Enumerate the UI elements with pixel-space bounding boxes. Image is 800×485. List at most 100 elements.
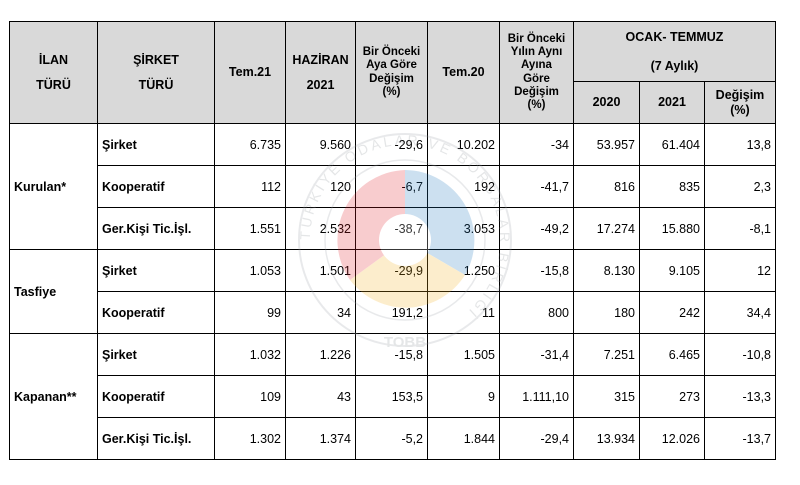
header-prev-year-line6: (%): [527, 98, 546, 111]
table-row: Kooperatif 99 34 191,2 11 800 180 242 34…: [10, 291, 776, 334]
cell-aya-gore: -15,8: [355, 333, 428, 376]
cell-tem20: 3.053: [427, 207, 500, 250]
cell-2021: 273: [639, 375, 705, 418]
header-degisim: Değişim (%): [704, 81, 776, 124]
header-prev-year-line4: Göre: [523, 72, 550, 85]
row-type: Kooperatif: [97, 165, 215, 208]
cell-aya-gore: -6,7: [355, 165, 428, 208]
header-prev-month-line1: Bir Önceki: [362, 46, 421, 59]
header-ilan-line1: İLAN: [38, 53, 69, 68]
row-type: Kooperatif: [97, 375, 215, 418]
cell-degisim: -8,1: [704, 207, 776, 250]
cell-haziran: 34: [285, 291, 356, 334]
group-label-kapanan: Kapanan**: [9, 333, 98, 460]
cell-yila-gore: -41,7: [499, 165, 574, 208]
group-label-tasfiye: Tasfiye: [9, 249, 98, 334]
cell-2021: 835: [639, 165, 705, 208]
cell-2021: 61.404: [639, 123, 705, 166]
cell-yila-gore: -34: [499, 123, 574, 166]
cell-haziran: 43: [285, 375, 356, 418]
header-tem20: Tem.20: [427, 21, 500, 124]
cell-tem21: 1.551: [214, 207, 286, 250]
cell-2020: 13.934: [573, 417, 640, 460]
header-prev-year-line5: Değişim: [514, 85, 559, 98]
row-type: Kooperatif: [97, 291, 215, 334]
cell-degisim: 2,3: [704, 165, 776, 208]
row-type: Şirket: [97, 123, 215, 166]
cell-tem21: 1.302: [214, 417, 286, 460]
header-prev-year-change: Bir Önceki Yılın Aynı Ayına Göre Değişim…: [499, 21, 574, 124]
header-prev-month-line2: Aya Göre: [366, 59, 417, 72]
header-2021: 2021: [639, 81, 705, 124]
header-ocak-temmuz: OCAK- TEMMUZ (7 Aylık): [573, 21, 776, 82]
cell-degisim: -13,3: [704, 375, 776, 418]
cell-haziran: 120: [285, 165, 356, 208]
cell-degisim: -10,8: [704, 333, 776, 376]
cell-tem21: 112: [214, 165, 286, 208]
cell-yila-gore: 800: [499, 291, 574, 334]
header-prev-year-line1: Bir Önceki: [507, 32, 566, 45]
cell-degisim: 12: [704, 249, 776, 292]
cell-tem21: 1.032: [214, 333, 286, 376]
row-type: Ger.Kişi Tic.İşl.: [97, 207, 215, 250]
cell-2020: 8.130: [573, 249, 640, 292]
cell-degisim: -13,7: [704, 417, 776, 460]
header-sirket-line1: ŞİRKET: [133, 53, 179, 68]
cell-haziran: 2.532: [285, 207, 356, 250]
header-ocak-temmuz-label: OCAK- TEMMUZ: [625, 30, 724, 45]
table-row: Kurulan* Şirket 6.735 9.560 -29,6 10.202…: [9, 123, 776, 250]
statistics-table: İLAN TÜRÜ ŞİRKET TÜRÜ Tem.21 HAZİRAN 202…: [9, 21, 776, 460]
table-row: Tasfiye Şirket 1.053 1.501 -29,9 1.250 -…: [9, 249, 776, 334]
cell-tem21: 6.735: [214, 123, 286, 166]
cell-2020: 7.251: [573, 333, 640, 376]
statistics-table-container: İLAN TÜRÜ ŞİRKET TÜRÜ Tem.21 HAZİRAN 202…: [9, 21, 776, 460]
cell-2021: 9.105: [639, 249, 705, 292]
header-sirket-line2: TÜRÜ: [138, 77, 174, 92]
header-prev-year-line2: Yılın Aynı: [510, 46, 563, 59]
cell-tem20: 11: [427, 291, 500, 334]
cell-yila-gore: 1.111,10: [499, 375, 574, 418]
cell-2021: 12.026: [639, 417, 705, 460]
row-type: Ger.Kişi Tic.İşl.: [97, 417, 215, 460]
cell-2020: 180: [573, 291, 640, 334]
header-2020: 2020: [573, 81, 640, 124]
header-sirket-turu: ŞİRKET TÜRÜ: [97, 21, 215, 124]
cell-tem21: 109: [214, 375, 286, 418]
cell-tem20: 1.844: [427, 417, 500, 460]
row-type: Şirket: [97, 249, 215, 292]
table-row: Kooperatif 109 43 153,5 9 1.111,10 315 2…: [10, 375, 776, 418]
cell-yila-gore: -31,4: [499, 333, 574, 376]
cell-haziran: 1.501: [285, 249, 356, 292]
cell-tem20: 192: [427, 165, 500, 208]
header-degisim-line2: (%): [730, 102, 750, 117]
cell-haziran: 1.226: [285, 333, 356, 376]
cell-2021: 242: [639, 291, 705, 334]
cell-aya-gore: -29,6: [355, 123, 428, 166]
cell-tem20: 1.250: [427, 249, 500, 292]
header-tem21: Tem.21: [214, 21, 286, 124]
cell-aya-gore: -38,7: [355, 207, 428, 250]
cell-2020: 17.274: [573, 207, 640, 250]
cell-tem21: 99: [214, 291, 286, 334]
cell-aya-gore: -5,2: [355, 417, 428, 460]
cell-2020: 315: [573, 375, 640, 418]
header-prev-month-change: Bir Önceki Aya Göre Değişim (%): [355, 21, 428, 124]
cell-yila-gore: -15,8: [499, 249, 574, 292]
header-ilan-turu: İLAN TÜRÜ: [9, 21, 98, 124]
table-row: Ger.Kişi Tic.İşl. 1.302 1.374 -5,2 1.844…: [10, 417, 776, 460]
row-type: Şirket: [97, 333, 215, 376]
cell-2021: 15.880: [639, 207, 705, 250]
table-row: Kapanan** Şirket 1.032 1.226 -15,8 1.505…: [9, 333, 776, 460]
cell-tem20: 1.505: [427, 333, 500, 376]
header-yedi-aylik-label: (7 Aylık): [650, 58, 699, 73]
group-label-kurulan: Kurulan*: [9, 123, 98, 250]
header-haziran-line1: HAZİRAN: [292, 53, 349, 68]
cell-2021: 6.465: [639, 333, 705, 376]
header-haziran-2021: HAZİRAN 2021: [285, 21, 356, 124]
cell-2020: 816: [573, 165, 640, 208]
header-prev-month-line4: (%): [382, 85, 401, 98]
cell-degisim: 34,4: [704, 291, 776, 334]
cell-tem21: 1.053: [214, 249, 286, 292]
header-prev-month-line3: Değişim: [369, 72, 414, 85]
cell-degisim: 13,8: [704, 123, 776, 166]
